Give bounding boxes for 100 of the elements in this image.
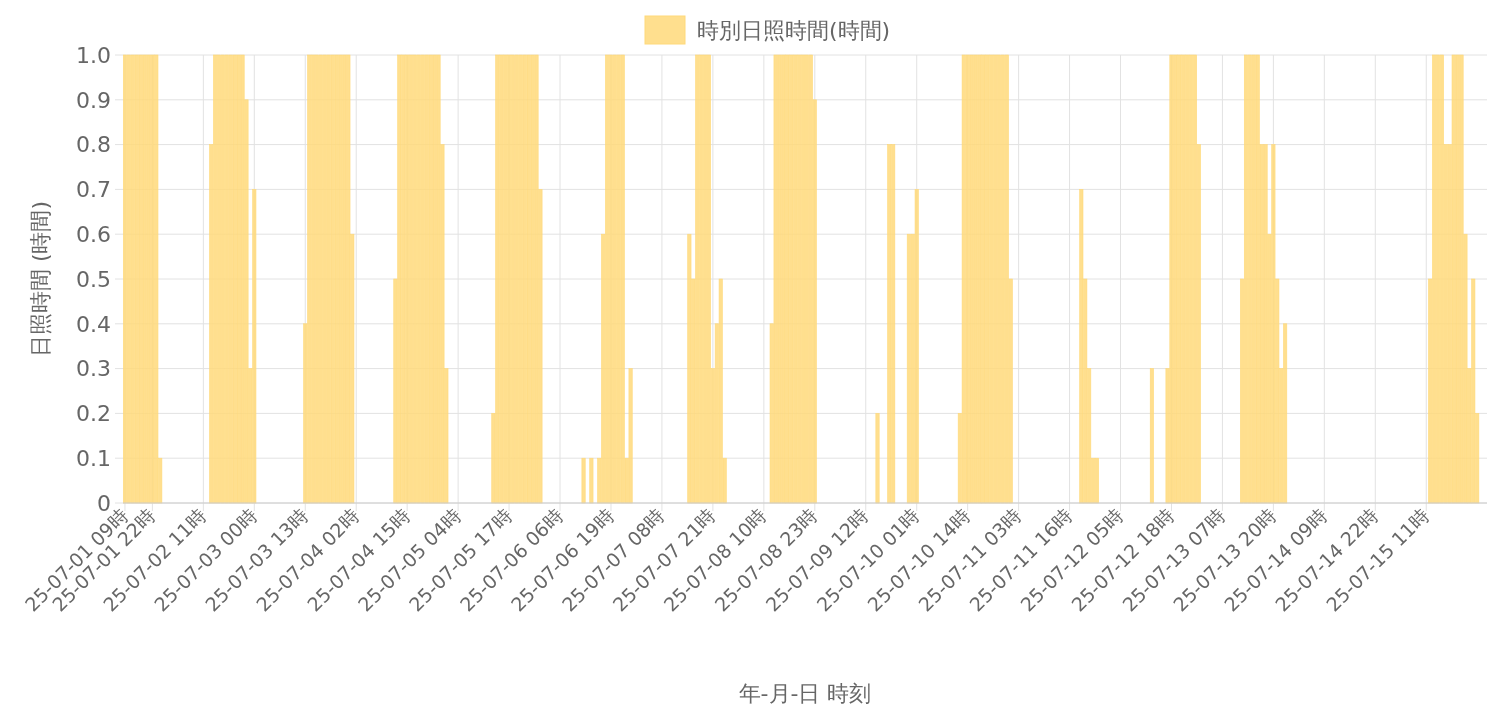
bar bbox=[699, 54, 704, 504]
bar bbox=[1095, 457, 1099, 504]
bar bbox=[1181, 54, 1186, 504]
legend-label: 時別日照時間(時間) bbox=[697, 17, 891, 43]
bar bbox=[620, 54, 625, 504]
bar bbox=[707, 54, 711, 504]
y-tick-label: 0.9 bbox=[76, 87, 111, 113]
bar bbox=[773, 54, 778, 504]
bar bbox=[1271, 144, 1276, 504]
bar bbox=[311, 54, 316, 504]
y-tick-label: 0.4 bbox=[76, 311, 111, 337]
bar bbox=[499, 54, 504, 504]
bar bbox=[507, 54, 512, 504]
bar bbox=[522, 54, 527, 504]
bar bbox=[981, 54, 986, 504]
bar bbox=[405, 54, 410, 504]
bar bbox=[1177, 54, 1182, 504]
bar bbox=[628, 368, 633, 504]
bar bbox=[346, 54, 351, 504]
y-tick-label: 0.3 bbox=[76, 356, 111, 382]
bar bbox=[330, 54, 335, 504]
bar bbox=[338, 54, 343, 504]
bar bbox=[342, 54, 347, 504]
bar bbox=[785, 54, 790, 504]
y-tick-label: 0.7 bbox=[76, 177, 111, 203]
bar bbox=[150, 54, 155, 504]
bar bbox=[887, 144, 892, 504]
bar bbox=[1471, 278, 1476, 504]
bar bbox=[1000, 54, 1005, 504]
bar bbox=[718, 278, 723, 504]
bar bbox=[534, 54, 539, 504]
bar bbox=[1149, 368, 1154, 504]
y-tick-label: 0.6 bbox=[76, 221, 111, 247]
bar bbox=[503, 54, 508, 504]
bar bbox=[605, 54, 610, 504]
bar bbox=[1079, 189, 1084, 504]
bar bbox=[1459, 54, 1464, 504]
bar bbox=[914, 189, 919, 504]
bar bbox=[789, 54, 794, 504]
bar bbox=[122, 54, 127, 504]
bar bbox=[965, 54, 970, 504]
bar bbox=[401, 54, 406, 504]
bar bbox=[1243, 54, 1248, 504]
bar bbox=[1263, 144, 1268, 504]
bar bbox=[993, 54, 998, 504]
bar bbox=[703, 54, 708, 504]
y-axis-title: 日照時間 (時間) bbox=[28, 200, 53, 358]
y-tick-label: 0.1 bbox=[76, 445, 111, 471]
bar bbox=[781, 54, 786, 504]
bar bbox=[236, 54, 241, 504]
bar bbox=[154, 54, 159, 504]
bar bbox=[589, 457, 594, 504]
y-tick-label: 1.0 bbox=[76, 42, 111, 68]
y-tick-label: 0 bbox=[97, 490, 111, 516]
bar bbox=[436, 54, 441, 504]
bar bbox=[1451, 54, 1456, 504]
bar bbox=[977, 54, 982, 504]
bar bbox=[232, 54, 237, 504]
bar bbox=[307, 54, 312, 504]
bar bbox=[397, 54, 402, 504]
bar bbox=[797, 54, 802, 504]
bar bbox=[961, 54, 966, 504]
bar bbox=[134, 54, 139, 504]
bar bbox=[687, 233, 692, 504]
bar bbox=[891, 144, 896, 504]
bar bbox=[1455, 54, 1460, 504]
bar bbox=[1251, 54, 1256, 504]
bar bbox=[985, 54, 990, 504]
x-axis-title: 年-月-日 時刻 bbox=[738, 681, 872, 706]
bar bbox=[252, 189, 257, 504]
bar bbox=[142, 54, 147, 504]
bar bbox=[695, 54, 700, 504]
bar bbox=[240, 54, 245, 504]
bar bbox=[495, 54, 500, 504]
bar bbox=[409, 54, 414, 504]
bar bbox=[777, 54, 782, 504]
bar bbox=[1255, 54, 1260, 504]
bar bbox=[1283, 323, 1288, 504]
y-tick-label: 0.8 bbox=[76, 132, 111, 158]
bar bbox=[130, 54, 135, 504]
bar bbox=[424, 54, 429, 504]
bar bbox=[334, 54, 339, 504]
bar bbox=[875, 413, 880, 504]
y-tick-label: 0.2 bbox=[76, 401, 111, 427]
bar bbox=[581, 457, 586, 504]
bar bbox=[228, 54, 233, 504]
bar bbox=[969, 54, 974, 504]
bar bbox=[612, 54, 617, 504]
bar bbox=[138, 54, 143, 504]
y-tick-label: 0.5 bbox=[76, 266, 111, 292]
bar bbox=[526, 54, 531, 504]
bar bbox=[1173, 54, 1178, 504]
bar bbox=[530, 54, 535, 504]
bar bbox=[1185, 54, 1190, 504]
bar bbox=[432, 54, 437, 504]
bar bbox=[1432, 54, 1437, 504]
bar bbox=[793, 54, 798, 504]
bar bbox=[428, 54, 433, 504]
bar bbox=[326, 54, 331, 504]
bar bbox=[989, 54, 994, 504]
